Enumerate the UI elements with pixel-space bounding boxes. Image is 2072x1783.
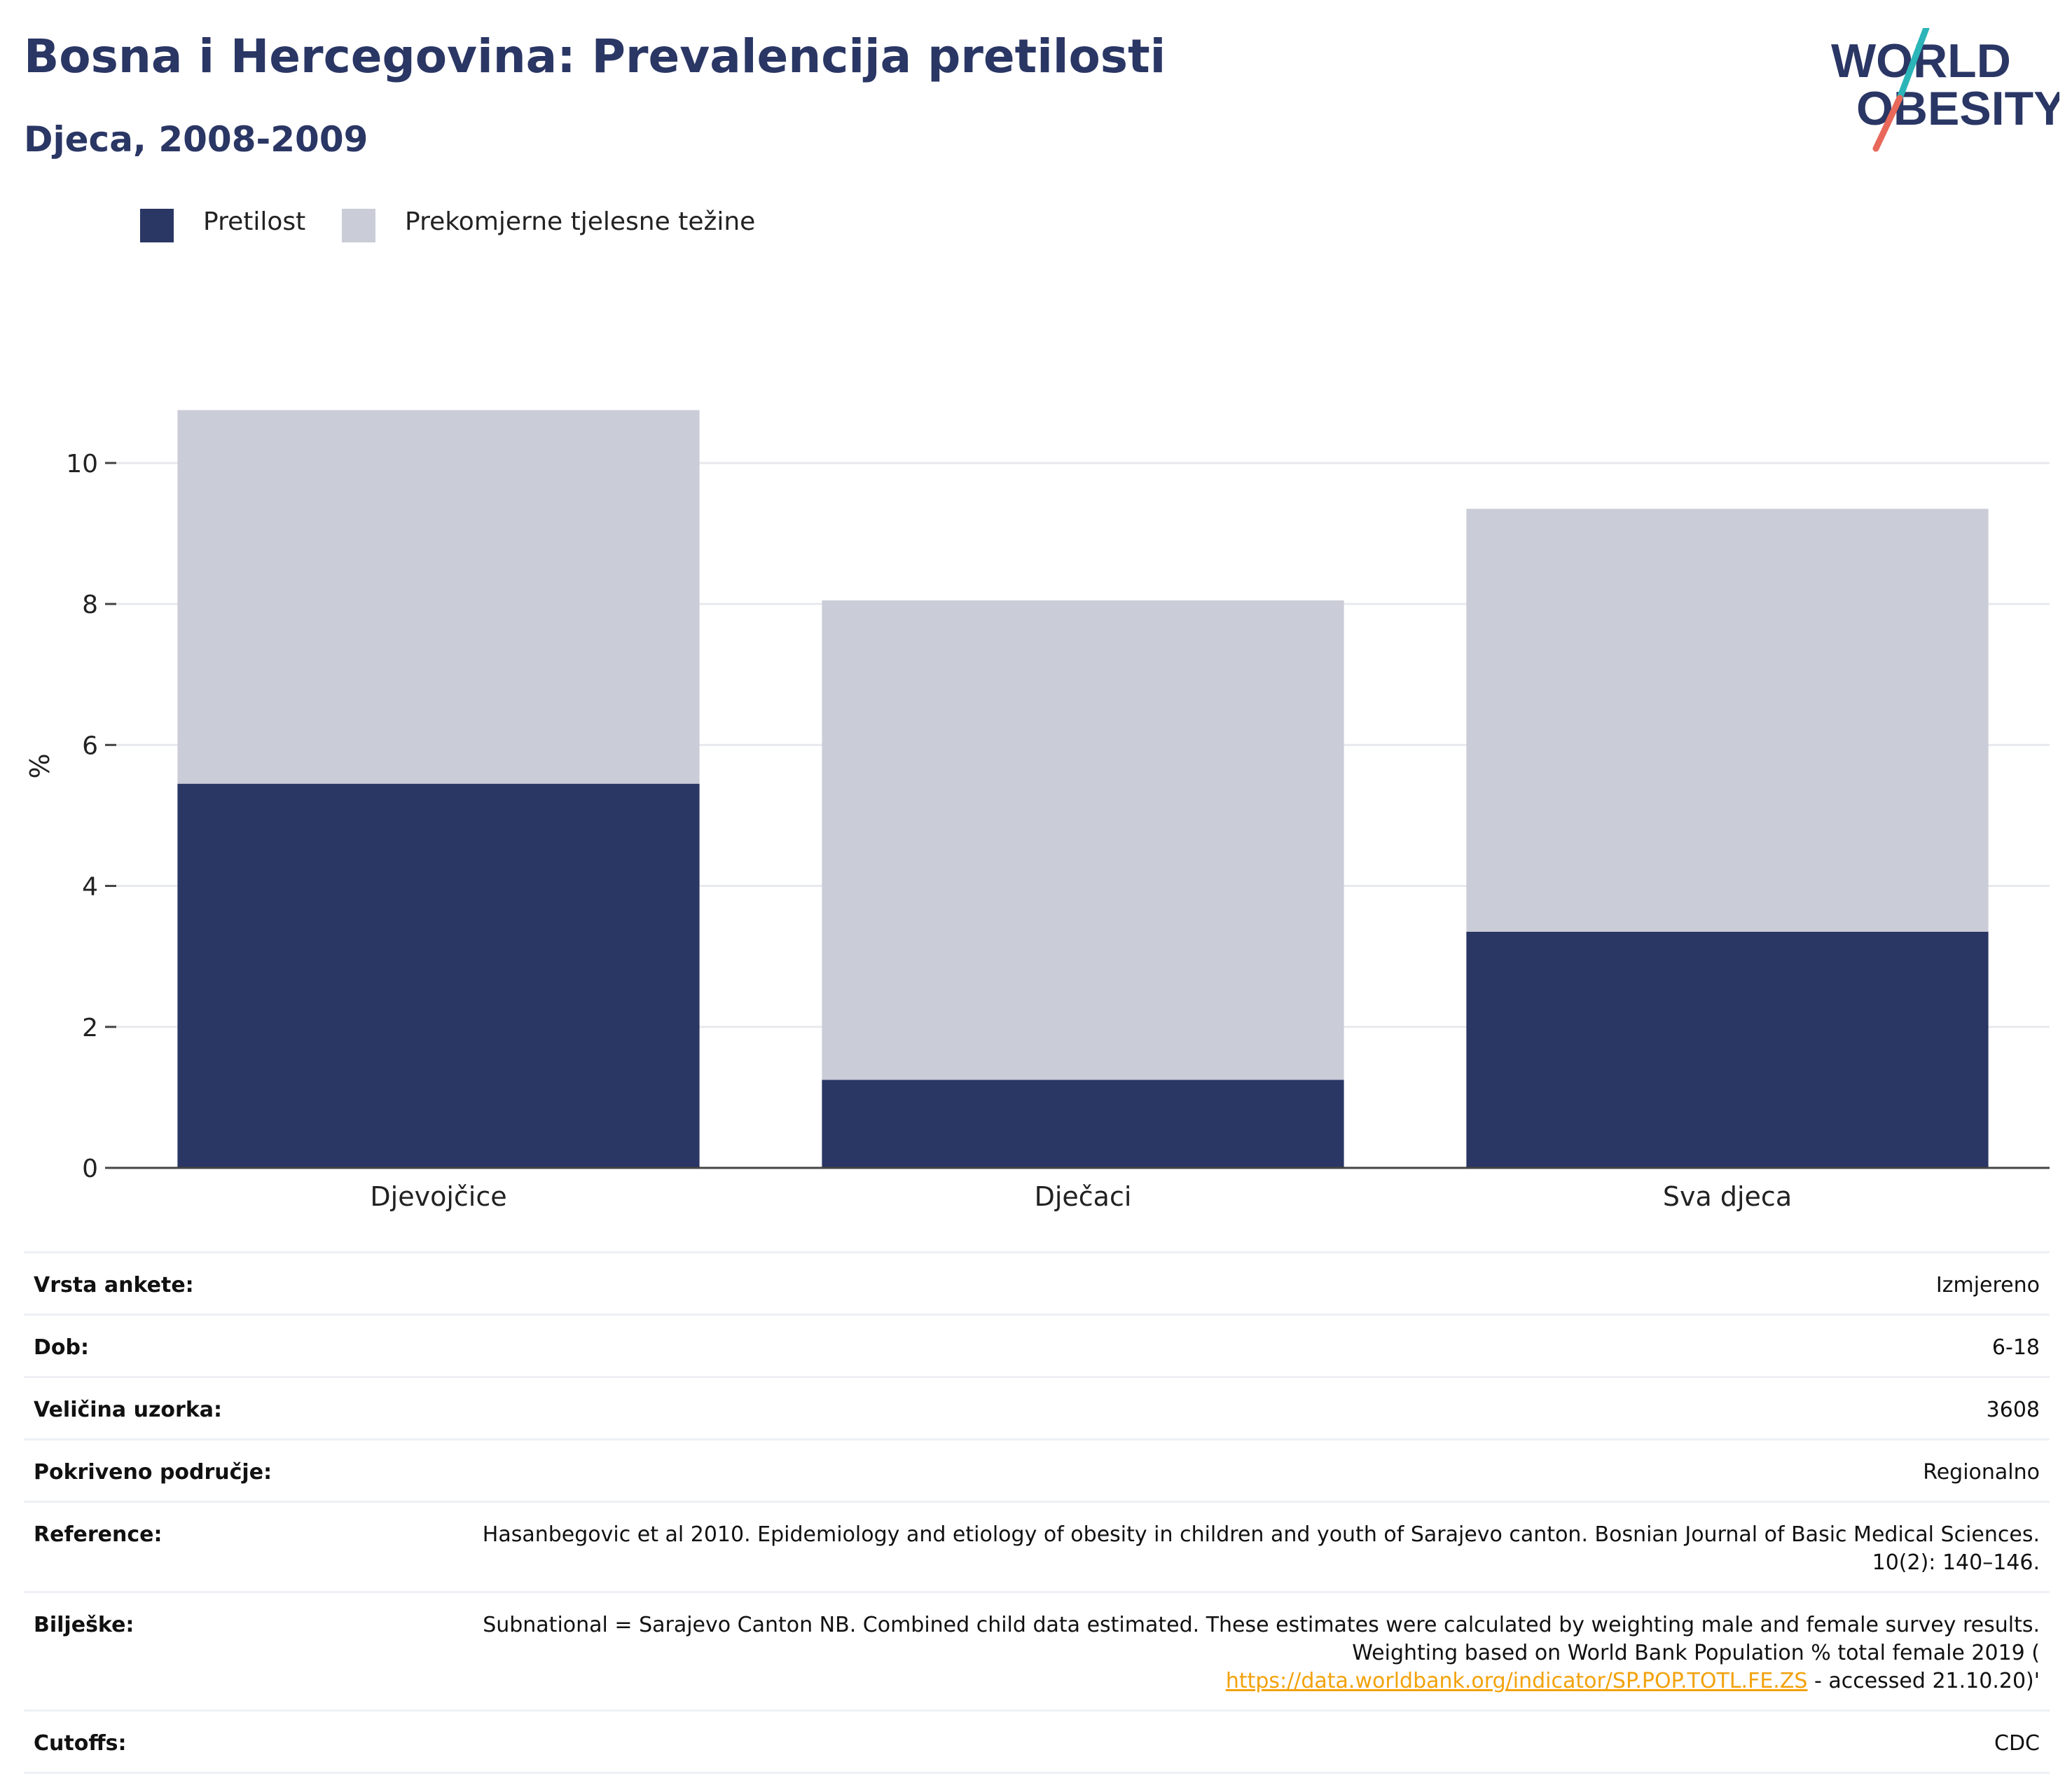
info-value: 6-18 (464, 1314, 2050, 1377)
info-key: Reference: (24, 1501, 464, 1592)
info-key: Bilješke: (24, 1591, 464, 1711)
worldbank-link[interactable]: https://data.worldbank.org/indicator/SP.… (1225, 1669, 1808, 1693)
info-row-age: Dob: 6-18 (24, 1314, 2050, 1377)
x-tick-label: Djevojčice (370, 1181, 506, 1212)
info-row-survey-type: Vrsta ankete: Izmjereno (24, 1251, 2050, 1315)
notes-text-after: - accessed 21.10.20)' (1807, 1669, 2040, 1693)
info-key: Veličina uzorka: (24, 1376, 464, 1440)
world-obesity-logo: WORLD OBESITY (1831, 28, 2059, 152)
info-row-notes: Bilješke: Subnational = Sarajevo Canton … (24, 1591, 2050, 1711)
x-tick-label: Dječaci (1035, 1181, 1132, 1212)
info-key: Pokriveno područje: (24, 1438, 464, 1502)
info-value: CDC (464, 1709, 2050, 1774)
legend-label-obesity: Pretilost (203, 207, 306, 236)
y-tick-label: 0 (82, 1155, 98, 1183)
info-value: Subnational = Sarajevo Canton NB. Combin… (464, 1591, 2050, 1711)
chart-subtitle: Djeca, 2008-2009 (24, 119, 368, 160)
info-row-sample-size: Veličina uzorka: 3608 (24, 1376, 2050, 1440)
y-tick-label: 8 (82, 591, 98, 619)
bar-obesity-3 (1466, 931, 1989, 1168)
y-tick-label: 10 (66, 450, 98, 479)
logo-slash-bottom (1872, 95, 1903, 152)
info-value: Hasanbegovic et al 2010. Epidemiology an… (464, 1501, 2050, 1592)
y-tick-label: 6 (82, 731, 98, 760)
bar-chart: 0 2 4 6 8 10% Djevojčice Dječaci Sva djeca (25, 410, 2050, 1212)
y-tick-label: 4 (82, 873, 98, 902)
info-row-coverage: Pokriveno područje: Regionalno (24, 1438, 2050, 1502)
bar-obesity-2 (822, 1080, 1344, 1168)
bar-obesity-1 (177, 783, 700, 1168)
chart-title: Bosna i Hercegovina: Prevalencija pretil… (24, 29, 1166, 83)
info-key: Cutoffs: (24, 1709, 464, 1774)
info-row-reference: Reference: Hasanbegovic et al 2010. Epid… (24, 1501, 2050, 1592)
info-value: 3608 (464, 1376, 2050, 1440)
legend-swatch-obesity (140, 209, 174, 242)
info-value: Regionalno (464, 1438, 2050, 1502)
info-value: Izmjereno (464, 1251, 2050, 1315)
logo-slash-top (1896, 28, 1930, 102)
info-key: Dob: (24, 1314, 464, 1377)
legend-label-overweight: Prekomjerne tjelesne težine (405, 207, 756, 236)
logo-word-obesity: OBESITY (1856, 82, 2059, 135)
y-axis-label: % (25, 753, 55, 778)
legend-swatch-overweight (342, 209, 375, 242)
info-key: Vrsta ankete: (24, 1251, 464, 1315)
bar-overweight-1 (177, 410, 700, 784)
info-row-cutoffs: Cutoffs: CDC (24, 1709, 2050, 1774)
bar-overweight-3 (1466, 509, 1989, 932)
x-tick-label: Sva djeca (1663, 1181, 1792, 1212)
survey-info-table: Vrsta ankete: Izmjereno Dob: 6-18 Veliči… (24, 1251, 2050, 1774)
y-tick-label: 2 (82, 1014, 98, 1042)
bar-overweight-2 (822, 600, 1344, 1080)
notes-text: Subnational = Sarajevo Canton NB. Combin… (483, 1613, 2040, 1665)
